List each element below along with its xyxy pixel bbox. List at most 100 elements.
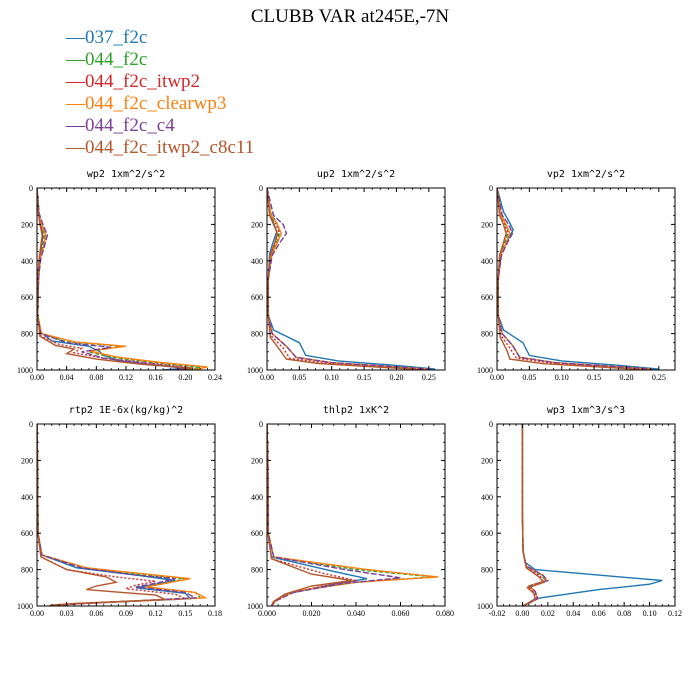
y-tick-label: 400 — [21, 493, 33, 502]
x-tick-label: 0.20 — [178, 373, 192, 382]
legend-entry: —044_f2c_itwp2 — [66, 71, 254, 93]
x-tick-label: 0.08 — [617, 609, 631, 618]
x-tick-label: 0.20 — [619, 373, 633, 382]
chart-panel: rtp2 1E-6x(kg/kg)^2 0 200 400 600 800 10000.00… — [17, 405, 222, 618]
y-tick-label: 1000 — [17, 602, 33, 611]
panel-title: rtp2 1E-6x(kg/kg)^2 — [69, 405, 183, 416]
y-tick-label: 200 — [251, 220, 263, 229]
series-line — [521, 424, 547, 606]
x-tick-label: 0.08 — [89, 373, 103, 382]
panel-title: vp2 1xm^2/s^2 — [547, 169, 625, 180]
y-tick-label: 0 — [29, 420, 33, 429]
legend-entry: —044_f2c_c4 — [66, 115, 254, 137]
x-tick-label: 0.25 — [422, 373, 436, 382]
legend-label: 044_f2c_itwp2_c8c11 — [85, 137, 255, 158]
y-tick-label: 1000 — [247, 602, 263, 611]
series-line — [37, 188, 186, 370]
x-tick-label: 0.00 — [515, 609, 529, 618]
chart-panel: wp3 1xm^3/s^3 0 200 400 600 800 1000-0.02 0.00 0… — [477, 405, 682, 618]
y-tick-label: 200 — [481, 220, 493, 229]
x-tick-label: 0.06 — [592, 609, 606, 618]
x-tick-label: 0.00 — [260, 373, 274, 382]
panel-title: up2 1xm^2/s^2 — [317, 169, 395, 180]
y-tick-label: 600 — [21, 293, 33, 302]
x-tick-label: 0.12 — [149, 609, 163, 618]
series-line — [497, 188, 653, 370]
series-line — [521, 424, 548, 606]
y-tick-label: 400 — [251, 257, 263, 266]
y-tick-label: 800 — [481, 566, 493, 575]
y-tick-label: 1000 — [477, 366, 493, 375]
panel-title: thlp2 1xK^2 — [323, 405, 389, 416]
series-line — [497, 188, 653, 370]
series-line — [37, 424, 192, 606]
y-tick-label: 0 — [489, 184, 493, 193]
series-line — [267, 188, 429, 370]
x-tick-label: 0.04 — [566, 609, 580, 618]
series-line — [267, 424, 352, 606]
series-line — [267, 188, 416, 370]
plot-frame — [266, 187, 446, 371]
figure-title: CLUBB VAR at245E,-7N — [250, 6, 450, 27]
y-tick-label: 600 — [21, 529, 33, 538]
x-tick-label: 0.00 — [30, 609, 44, 618]
series-line — [497, 188, 646, 370]
series-line — [267, 424, 439, 606]
legend: —037_f2c —044_f2c —044_f2c_itwp2 —044_f2c_c… — [66, 27, 254, 159]
x-tick-label: 0.20 — [389, 373, 403, 382]
legend-label: 044_f2c_c4 — [85, 115, 175, 136]
x-tick-label: 0.03 — [60, 609, 74, 618]
x-tick-label: 0.12 — [119, 373, 133, 382]
y-tick-label: 400 — [481, 493, 493, 502]
y-tick-label: 400 — [251, 493, 263, 502]
y-tick-label: 800 — [21, 330, 33, 339]
series-line — [37, 188, 201, 370]
x-tick-label: 0.09 — [119, 609, 133, 618]
series-line — [267, 424, 401, 606]
x-tick-label: 0.00 — [490, 373, 504, 382]
series-line — [267, 188, 436, 370]
x-tick-label: 0.15 — [178, 609, 192, 618]
legend-label: 037_f2c — [85, 27, 148, 48]
legend-label: 044_f2c_itwp2 — [85, 71, 201, 92]
y-tick-label: 0 — [259, 184, 263, 193]
x-tick-label: 0.040 — [347, 609, 365, 618]
x-tick-label: 0.060 — [392, 609, 410, 618]
y-tick-label: 200 — [481, 456, 493, 465]
series-line — [37, 188, 186, 370]
series-line — [267, 188, 423, 370]
y-tick-label: 1000 — [17, 366, 33, 375]
series-line — [497, 188, 640, 370]
y-tick-label: 600 — [481, 529, 493, 538]
legend-label: 044_f2c — [85, 49, 148, 70]
x-tick-label: 0.05 — [522, 373, 536, 382]
x-tick-label: 0.000 — [258, 609, 276, 618]
panel-title: wp2 1xm^2/s^2 — [87, 169, 165, 180]
legend-entry: —044_f2c_clearwp3 — [66, 93, 254, 115]
y-tick-label: 600 — [251, 529, 263, 538]
series-line — [37, 188, 193, 370]
x-tick-label: 0.15 — [587, 373, 601, 382]
legend-entry: —044_f2c — [66, 49, 254, 71]
legend-label: 044_f2c_clearwp3 — [85, 93, 227, 114]
x-tick-label: 0.10 — [555, 373, 569, 382]
y-tick-label: 1000 — [247, 366, 263, 375]
x-tick-label: 0.080 — [436, 609, 454, 618]
x-tick-label: 0.16 — [149, 373, 163, 382]
y-tick-label: 0 — [29, 184, 33, 193]
y-tick-label: 200 — [251, 456, 263, 465]
y-tick-label: 0 — [489, 420, 493, 429]
y-tick-label: 800 — [251, 330, 263, 339]
x-tick-label: -0.02 — [489, 609, 506, 618]
y-tick-label: 600 — [481, 293, 493, 302]
series-line — [521, 424, 546, 606]
y-tick-label: 800 — [251, 566, 263, 575]
series-line — [37, 424, 202, 606]
x-tick-label: 0.24 — [208, 373, 222, 382]
y-tick-label: 400 — [481, 257, 493, 266]
y-tick-label: 800 — [481, 330, 493, 339]
series-line — [497, 188, 653, 370]
